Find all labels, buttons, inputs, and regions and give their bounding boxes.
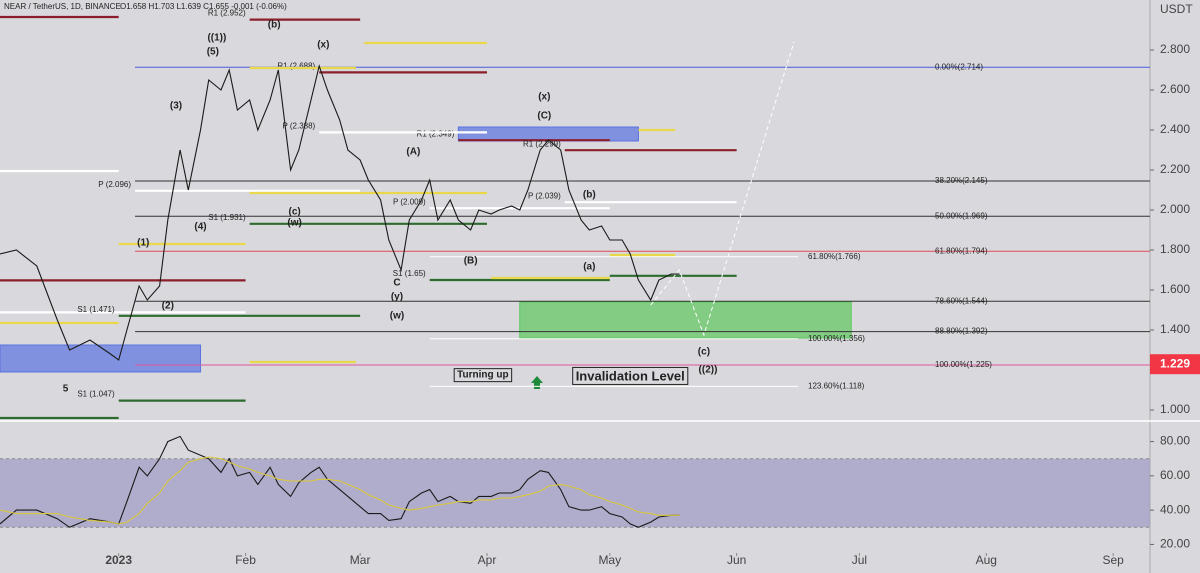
annotation: (x) (538, 92, 550, 103)
x-tick-label: Feb (235, 553, 256, 567)
level-label: P (2.009) (393, 197, 426, 206)
annotation: (C) (537, 111, 551, 122)
annotation: 5 (63, 384, 69, 395)
x-tick-label: 2023 (105, 553, 132, 567)
y-tick-label: 2.800 (1160, 42, 1190, 56)
chart-title: NEAR / TetherUS, 1D, BINANCE (4, 2, 121, 11)
y-tick-label: 20.00 (1160, 537, 1190, 551)
level-label: 100.00%(1.225) (935, 360, 992, 369)
level-label: P (2.388) (282, 122, 315, 131)
last-price-box (1150, 354, 1200, 375)
level-label: S1 (1.65) (393, 269, 426, 278)
up-arrow (531, 376, 543, 389)
x-tick-label: Jun (727, 553, 746, 567)
level-label: 123.60%(1.118) (808, 382, 865, 391)
annotation: (c) (698, 347, 710, 358)
level-label: R1 (2.952) (208, 9, 246, 18)
level-label: 100.00%(1.356) (808, 334, 865, 343)
annotation: (B) (464, 256, 478, 267)
annotation-box (453, 368, 513, 383)
y-tick-label: 2.200 (1160, 162, 1190, 176)
level-label: R1 (2.299) (523, 139, 561, 148)
y-tick-label: 1.800 (1160, 242, 1190, 256)
annotation: (2) (162, 301, 174, 312)
series-line (0, 435, 680, 528)
x-tick-label: Mar (350, 553, 371, 567)
y-tick-label: 2.600 (1160, 82, 1190, 96)
annotation: ((1)) (207, 33, 226, 44)
annotation: (4) (194, 222, 206, 233)
projection (650, 41, 795, 337)
level-label: 61.80%(1.794) (935, 246, 988, 255)
annotation: Invalidation Level (576, 368, 685, 383)
level-label: 38.20%(2.145) (935, 176, 988, 185)
zone (0, 344, 202, 373)
level-label: S1 (1.471) (77, 305, 115, 314)
y-tick-label: 60.00 (1160, 468, 1190, 482)
annotation: (5) (207, 47, 219, 58)
annotation: (x) (317, 40, 329, 51)
annotation: C (393, 278, 400, 289)
annotation: Turning up (457, 370, 508, 381)
x-tick-label: Sep (1102, 553, 1124, 567)
annotation: (w) (390, 311, 404, 322)
level-label: P (2.039) (528, 191, 561, 200)
series-line (0, 456, 680, 525)
y-tick-label: 2.000 (1160, 202, 1190, 216)
y-axis-label: USDT (1160, 2, 1193, 16)
annotation: (A) (406, 147, 420, 158)
y-tick-label: 1.400 (1160, 322, 1190, 336)
annotation-box (572, 366, 689, 385)
rsi-band (0, 458, 1150, 528)
annotation: (b) (583, 190, 596, 201)
level-label: 50.00%(1.969) (935, 211, 988, 220)
annotation: (y) (391, 292, 403, 303)
annotation: (3) (170, 101, 182, 112)
x-tick-label: Jul (852, 553, 867, 567)
level-label: R1 (2.349) (417, 129, 455, 138)
annotation: ((2)) (699, 365, 718, 376)
level-label: 0.00%(2.714) (935, 62, 983, 71)
y-tick-label: 80.00 (1160, 434, 1190, 448)
level-label: 61.80%(1.766) (808, 252, 861, 261)
x-tick-label: Apr (478, 553, 497, 567)
y-tick-label: 1.000 (1160, 402, 1190, 416)
x-tick-label: May (598, 553, 621, 567)
level-label: 88.80%(1.392) (935, 327, 988, 336)
last-price-label: 1.229 (1160, 356, 1190, 370)
annotation: (a) (583, 262, 595, 273)
annotation: (c) (289, 207, 301, 218)
ohlc: O1.658 H1.703 L1.639 C1.655 -0.001 (-0.0… (120, 2, 287, 11)
level-label: R1 (2.688) (277, 62, 315, 71)
y-tick-label: 2.400 (1160, 122, 1190, 136)
x-tick-label: Aug (976, 553, 997, 567)
zone (519, 301, 852, 339)
level-label: S1 (1.047) (77, 390, 115, 399)
y-tick-label: 40.00 (1160, 502, 1190, 516)
annotation: (w) (287, 218, 301, 229)
annotation: (1) (137, 238, 149, 249)
level-label: S1 (1.931) (208, 213, 246, 222)
level-label: 78.60%(1.544) (935, 296, 988, 305)
annotation: (b) (268, 20, 281, 31)
series-line (0, 64, 680, 361)
level-label: P (2.096) (98, 180, 131, 189)
y-tick-label: 1.600 (1160, 282, 1190, 296)
